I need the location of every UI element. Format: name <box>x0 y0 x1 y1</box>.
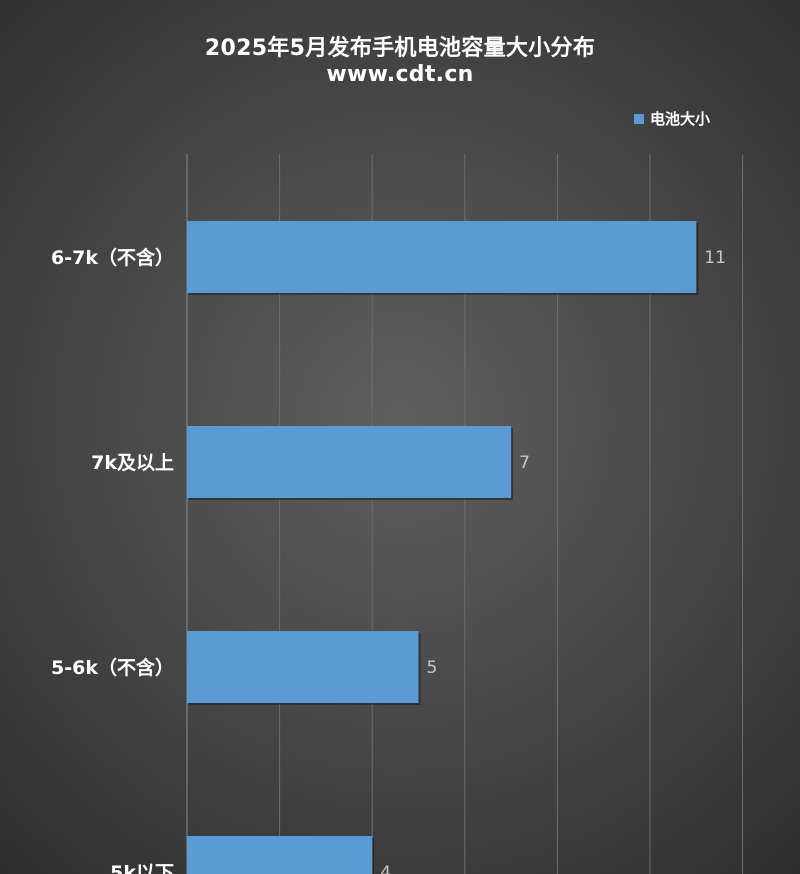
bar <box>187 426 512 498</box>
category-label: 5-6k（不含） <box>51 656 174 679</box>
chart-title: 2025年5月发布手机电池容量大小分布 <box>204 36 596 61</box>
data-label: 5 <box>427 658 438 678</box>
legend-swatch <box>634 113 644 124</box>
data-label: 11 <box>704 248 726 268</box>
bar <box>187 631 419 703</box>
category-label: 6-7k（不含） <box>51 246 174 269</box>
category-label: 7k及以上 <box>91 452 174 474</box>
chart-subtitle: www.cdt.cn <box>326 62 474 87</box>
bar <box>187 221 697 293</box>
legend: 电池大小 <box>634 108 710 129</box>
data-label: 7 <box>519 453 530 473</box>
legend-label: 电池大小 <box>650 110 711 128</box>
bar <box>187 836 373 874</box>
category-label: 5k以下 <box>110 862 174 874</box>
data-label: 4 <box>380 863 391 874</box>
